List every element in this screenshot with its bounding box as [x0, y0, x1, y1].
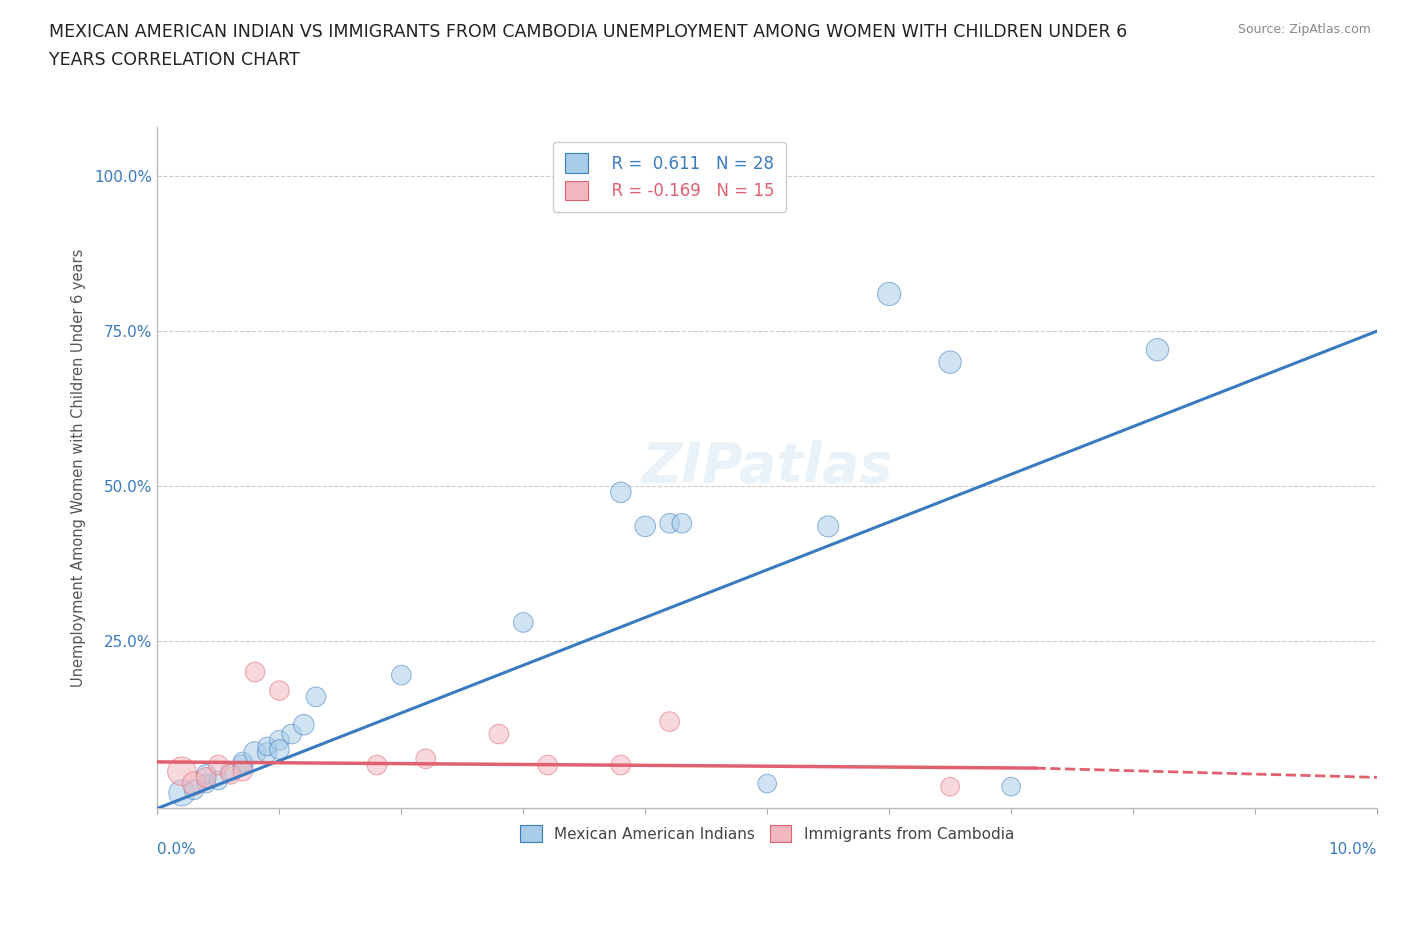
Point: [292, 717, 315, 732]
Point: [232, 764, 254, 778]
Text: 10.0%: 10.0%: [1329, 843, 1376, 857]
Point: [280, 726, 302, 741]
Point: [658, 714, 681, 729]
Point: [939, 779, 962, 794]
Text: Source: ZipAtlas.com: Source: ZipAtlas.com: [1237, 23, 1371, 36]
Point: [305, 689, 328, 704]
Point: [671, 516, 693, 531]
Point: [195, 777, 218, 791]
Point: [756, 777, 779, 791]
Point: [817, 519, 839, 534]
Point: [488, 726, 510, 741]
Point: [219, 764, 242, 778]
Legend: Mexican American Indians, Immigrants from Cambodia: Mexican American Indians, Immigrants fro…: [515, 818, 1021, 848]
Point: [634, 519, 657, 534]
Point: [256, 739, 278, 754]
Point: [537, 758, 560, 773]
Point: [183, 777, 205, 791]
Point: [877, 286, 900, 301]
Point: [269, 684, 291, 698]
Text: MEXICAN AMERICAN INDIAN VS IMMIGRANTS FROM CAMBODIA UNEMPLOYMENT AMONG WOMEN WIT: MEXICAN AMERICAN INDIAN VS IMMIGRANTS FR…: [49, 23, 1128, 41]
Point: [170, 786, 193, 801]
Text: YEARS CORRELATION CHART: YEARS CORRELATION CHART: [49, 51, 299, 69]
Point: [269, 733, 291, 748]
Point: [219, 767, 242, 782]
Point: [243, 665, 266, 680]
Point: [207, 773, 229, 788]
Point: [1000, 779, 1022, 794]
Point: [243, 745, 266, 760]
Point: [939, 354, 962, 369]
Text: ZIPatlas: ZIPatlas: [641, 441, 893, 495]
Point: [232, 758, 254, 773]
Point: [610, 758, 633, 773]
Point: [183, 782, 205, 797]
Point: [512, 615, 534, 630]
Text: 0.0%: 0.0%: [157, 843, 197, 857]
Point: [207, 758, 229, 773]
Point: [610, 485, 633, 499]
Point: [256, 745, 278, 760]
Point: [658, 516, 681, 531]
Point: [195, 767, 218, 782]
Point: [170, 764, 193, 778]
Point: [366, 758, 388, 773]
Point: [389, 668, 412, 683]
Point: [269, 742, 291, 757]
Point: [195, 770, 218, 785]
Point: [415, 751, 437, 766]
Point: [1146, 342, 1168, 357]
Y-axis label: Unemployment Among Women with Children Under 6 years: Unemployment Among Women with Children U…: [72, 248, 86, 686]
Point: [232, 754, 254, 769]
